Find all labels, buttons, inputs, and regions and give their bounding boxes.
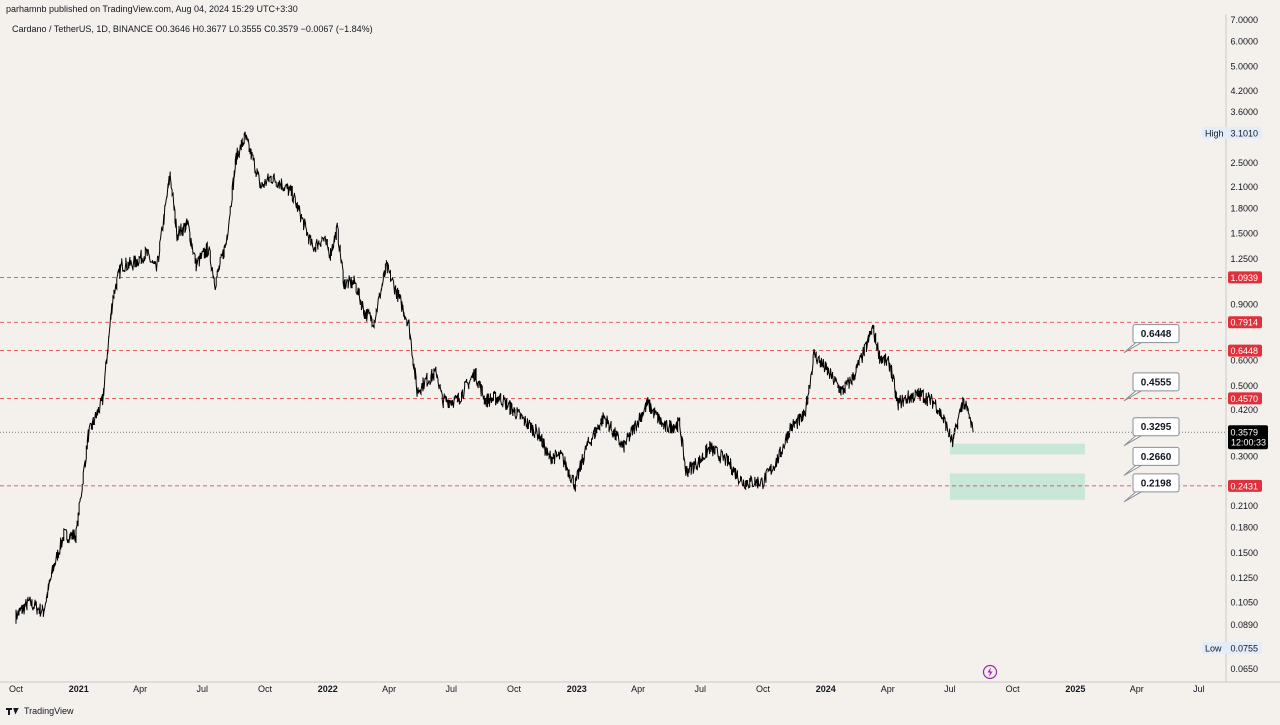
price-tick-label: 0.1800 xyxy=(1230,523,1258,533)
time-tick-label: Jul xyxy=(445,684,457,694)
price-tick-label: 3.6000 xyxy=(1230,107,1258,117)
resistance-badge-0.7914: 0.7914 xyxy=(1228,316,1262,329)
price-series-line xyxy=(15,131,974,624)
price-tick-label: 1.8000 xyxy=(1230,203,1258,213)
change-value: −0.0067 (−1.84%) xyxy=(300,24,373,34)
callout-label: 0.4555 xyxy=(1141,377,1172,388)
price-tick-label: 1.5000 xyxy=(1230,229,1258,239)
callout-label: 0.6448 xyxy=(1141,329,1172,340)
callout-label: 0.2198 xyxy=(1141,478,1172,489)
callout-0.6448[interactable]: 0.6448 xyxy=(1123,324,1180,354)
price-tick-label: 1.2500 xyxy=(1230,254,1258,264)
high-value: H0.3677 xyxy=(192,24,227,34)
time-tick-label: Oct xyxy=(507,684,522,694)
support-zone-2[interactable] xyxy=(949,473,1085,500)
time-axis[interactable]: Oct 2021 Apr Jul Oct 2022 Apr Jul Oct 2023 Apr Jul O… xyxy=(9,684,1205,694)
symbol-info: Cardano / TetherUS, 1D, BINANCE O0.3646 … xyxy=(12,24,373,34)
callout-label: 0.3295 xyxy=(1141,422,1172,433)
lightning-icon[interactable] xyxy=(982,664,998,680)
time-tick-label: Oct xyxy=(756,684,771,694)
price-tick-label: 4.2000 xyxy=(1230,86,1258,96)
high-marker: High 3.1010 xyxy=(1202,126,1262,139)
time-tick-label: Oct xyxy=(1006,684,1021,694)
callout-label: 0.2660 xyxy=(1141,452,1172,463)
callout-0.2198[interactable]: 0.2198 xyxy=(1123,473,1180,503)
footer-brand: TradingView xyxy=(6,706,74,716)
price-tick-label: 2.5000 xyxy=(1230,158,1258,168)
low-value: L0.3555 xyxy=(229,24,262,34)
resistance-badge-label: 1.0939 xyxy=(1230,273,1258,283)
low-marker: Low 0.0755 xyxy=(1202,642,1262,655)
support-zone-1[interactable] xyxy=(949,443,1085,455)
price-tick-label: 0.3000 xyxy=(1230,452,1258,462)
price-tick-label: 0.0890 xyxy=(1230,620,1258,630)
zones-layer xyxy=(949,443,1085,500)
time-tick-label: Jul xyxy=(694,684,706,694)
price-tick-label: 0.9000 xyxy=(1230,299,1258,309)
low-marker-label: Low xyxy=(1205,644,1222,654)
time-tick-label: Apr xyxy=(382,684,396,694)
resistance-badge-0.6448: 0.6448 xyxy=(1228,344,1262,357)
symbol-name[interactable]: Cardano / TetherUS, 1D, BINANCE xyxy=(12,24,153,34)
time-tick-label: Apr xyxy=(881,684,895,694)
resistance-badge-label: 0.7914 xyxy=(1230,318,1258,328)
callout-0.3295[interactable]: 0.3295 xyxy=(1123,417,1180,447)
time-tick-label: 2022 xyxy=(318,684,338,694)
price-tick-label: 0.4200 xyxy=(1230,405,1258,415)
price-tick-label: 0.1250 xyxy=(1230,573,1258,583)
time-tick-label: 2023 xyxy=(567,684,587,694)
time-tick-label: Jul xyxy=(196,684,208,694)
countdown-label: 12:00:33 xyxy=(1231,437,1266,447)
axis-badges: 1.0939 0.7914 0.6448 0.4570 0.2431 0.357912:0… xyxy=(1202,126,1268,655)
open-value: O0.3646 xyxy=(155,24,190,34)
resistance-badge-label: 0.4570 xyxy=(1230,394,1258,404)
high-marker-label: High xyxy=(1205,128,1224,138)
time-tick-label: Apr xyxy=(1130,684,1144,694)
time-tick-label: Apr xyxy=(133,684,147,694)
price-tick-label: 0.0650 xyxy=(1230,664,1258,674)
publisher-line: parhamnb published on TradingView.com, A… xyxy=(6,4,298,14)
resistance-layer xyxy=(0,276,1226,487)
current-price-label: 0.3579 xyxy=(1230,427,1258,437)
price-axis[interactable]: 7.0000 6.0000 5.0000 4.2000 3.6000 2.5000 2.10… xyxy=(1230,15,1258,674)
low-marker-value: 0.0755 xyxy=(1230,644,1258,654)
close-value: C0.3579 xyxy=(264,24,299,34)
price-tick-label: 0.2100 xyxy=(1230,501,1258,511)
high-marker-value: 3.1010 xyxy=(1230,128,1258,138)
price-tick-label: 2.1000 xyxy=(1230,182,1258,192)
tradingview-logo-icon xyxy=(6,707,20,716)
time-tick-label: 2021 xyxy=(69,684,89,694)
time-tick-label: Jul xyxy=(944,684,956,694)
price-tick-label: 6.0000 xyxy=(1230,36,1258,46)
time-tick-label: Oct xyxy=(258,684,273,694)
time-tick-label: 2024 xyxy=(816,684,836,694)
resistance-badge-1.0939: 1.0939 xyxy=(1228,271,1262,284)
callout-0.4555[interactable]: 0.4555 xyxy=(1123,372,1180,402)
resistance-badge-label: 0.2431 xyxy=(1230,481,1258,491)
time-tick-label: Oct xyxy=(9,684,24,694)
footer-brand-label: TradingView xyxy=(24,706,74,716)
callout-0.2660[interactable]: 0.2660 xyxy=(1123,446,1180,476)
resistance-badge-label: 0.6448 xyxy=(1230,346,1258,356)
price-tick-label: 5.0000 xyxy=(1230,62,1258,72)
time-tick-label: 2025 xyxy=(1065,684,1085,694)
price-tick-label: 0.5000 xyxy=(1230,381,1258,391)
resistance-badge-0.2431: 0.2431 xyxy=(1228,479,1262,492)
time-tick-label: Apr xyxy=(631,684,645,694)
price-tick-label: 0.1050 xyxy=(1230,597,1258,607)
price-tick-label: 0.1500 xyxy=(1230,548,1258,558)
callouts-layer: 0.6448 0.4555 0.3295 0.2660 0.2198 xyxy=(1123,324,1180,503)
resistance-badge-0.4570: 0.4570 xyxy=(1228,392,1262,405)
price-tick-label: 7.0000 xyxy=(1230,15,1258,25)
price-tick-label: 0.6000 xyxy=(1230,356,1258,366)
time-tick-label: Jul xyxy=(1193,684,1205,694)
